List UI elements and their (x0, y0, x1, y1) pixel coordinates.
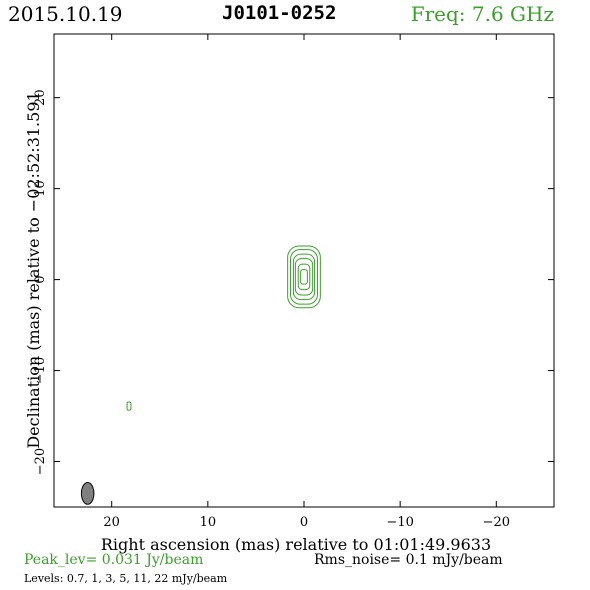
contours (126, 245, 321, 411)
y-axis-label: Declination (mas) relative to −02:52:31.… (24, 91, 43, 448)
contour-line (294, 258, 314, 296)
beam-ellipse (80, 481, 95, 505)
y-tick-label: 0 (33, 275, 48, 283)
observation-date: 2015.10.19 (8, 2, 123, 26)
contour-line (126, 401, 132, 411)
y-tick-label: −10 (33, 357, 48, 384)
beam (80, 481, 95, 505)
x-axis-label: Right ascension (mas) relative to 01:01:… (101, 535, 491, 554)
rms-noise: Rms_noise= 0.1 mJy/beam (314, 552, 503, 568)
y-tick-label: −20 (33, 448, 48, 475)
frequency-label: Freq: 7.6 GHz (410, 2, 554, 26)
contour-line (292, 253, 316, 301)
plot-frame (53, 33, 555, 508)
contour-levels: Levels: 0.7, 1, 3, 5, 11, 22 mJy/beam (24, 572, 228, 585)
axis-tick-labels: 20 10 0 −10 −20 20 10 0 −10 −20 (33, 89, 510, 530)
y-tick-label: 20 (33, 89, 48, 106)
y-tick-label: 10 (33, 180, 48, 197)
x-tick-label: −10 (386, 515, 413, 530)
x-tick-label: 20 (103, 515, 120, 530)
x-tick-label: 10 (200, 515, 217, 530)
x-tick-label: −20 (483, 515, 510, 530)
axis-ticks (54, 34, 554, 507)
contour-line (300, 269, 308, 285)
contour-line (290, 249, 318, 305)
contour-line (287, 245, 321, 309)
contour-line (297, 263, 311, 291)
source-name: J0101-0252 (222, 2, 337, 24)
peak-level: Peak_lev= 0.031 Jy/beam (24, 552, 204, 568)
x-tick-label: 0 (300, 515, 308, 530)
